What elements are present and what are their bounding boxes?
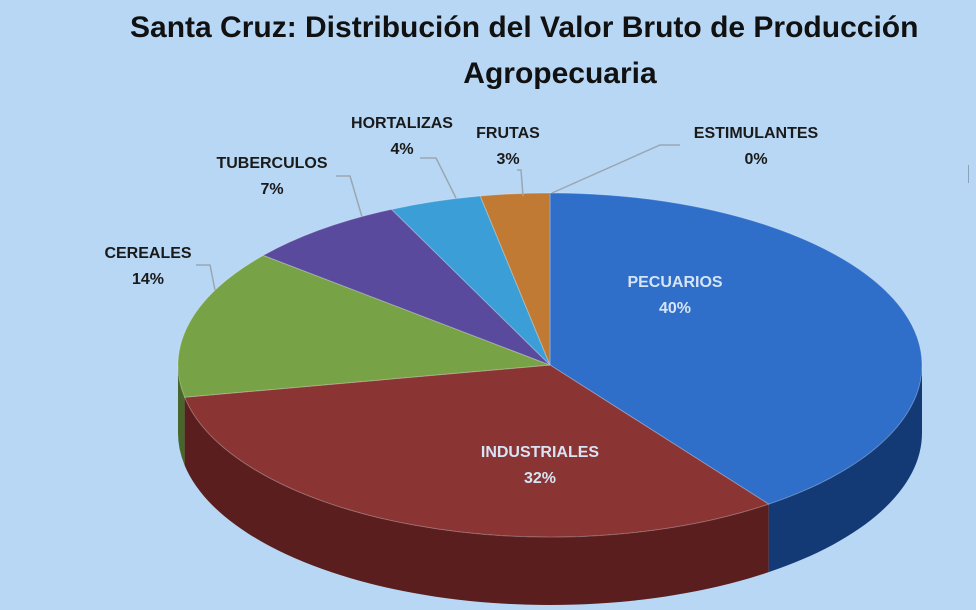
chart-title-line2: Agropecuaria bbox=[463, 57, 657, 90]
value-label-frutas: 3% bbox=[496, 151, 519, 168]
value-label-hortalizas: 4% bbox=[390, 141, 413, 158]
value-label-tuberculos: 7% bbox=[260, 181, 283, 198]
label-cereales: CEREALES bbox=[104, 245, 191, 262]
pie-side-walls bbox=[178, 365, 922, 605]
leader-line-hortalizas bbox=[420, 157, 457, 199]
leader-line-frutas bbox=[517, 169, 524, 197]
pie-slice-tuberculos bbox=[262, 208, 551, 366]
value-label-pecuarios: 40% bbox=[659, 300, 691, 317]
pie-top-faces bbox=[177, 192, 923, 538]
label-estimulantes: ESTIMULANTES bbox=[694, 125, 819, 142]
pie-side-cereales bbox=[178, 365, 185, 466]
chart-title-line1: Santa Cruz: Distribución del Valor Bruto… bbox=[130, 11, 919, 44]
leader-line-cereales bbox=[196, 264, 216, 291]
pie-labels: PECUARIOS 40% INDUSTRIALES 32% CEREALES 14% TU… bbox=[104, 115, 818, 487]
value-label-cereales: 14% bbox=[132, 271, 164, 288]
pie-side-industriales bbox=[184, 397, 769, 605]
label-frutas: FRUTAS bbox=[476, 125, 540, 142]
value-label-estimulantes: 0% bbox=[744, 151, 767, 168]
pie-slice-pecuarios bbox=[549, 192, 923, 505]
label-industriales: INDUSTRIALES bbox=[481, 444, 600, 461]
leader-line-estimulantes bbox=[551, 144, 680, 194]
pie-slice-cereales bbox=[177, 254, 551, 398]
label-tuberculos: TUBERCULOS bbox=[216, 155, 327, 172]
pie-slice-hortalizas bbox=[390, 195, 551, 366]
edge-mark bbox=[968, 165, 969, 183]
pie-side-pecuarios bbox=[768, 365, 922, 573]
pie-slice-frutas bbox=[479, 192, 551, 366]
value-label-industriales: 32% bbox=[524, 470, 556, 487]
label-pecuarios: PECUARIOS bbox=[627, 274, 722, 291]
label-hortalizas: HORTALIZAS bbox=[351, 115, 453, 132]
pie-slice-industriales bbox=[183, 364, 770, 538]
leader-line-tuberculos bbox=[336, 175, 363, 218]
